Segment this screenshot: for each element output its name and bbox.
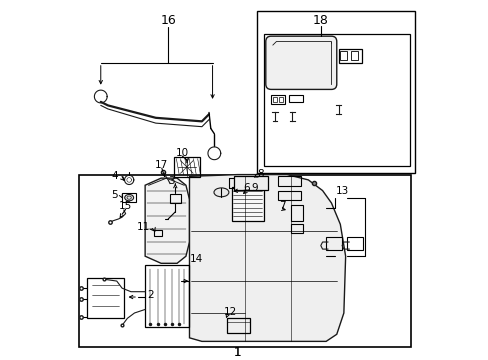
Text: 17: 17	[154, 159, 167, 170]
Bar	[226, 318, 249, 333]
Text: 12: 12	[223, 307, 237, 317]
FancyBboxPatch shape	[265, 36, 336, 89]
Text: 16: 16	[160, 14, 176, 27]
Bar	[288, 95, 303, 102]
Bar	[170, 194, 180, 203]
Bar	[154, 230, 162, 236]
Text: 9: 9	[251, 184, 258, 193]
Text: 7: 7	[279, 201, 285, 211]
Text: 11: 11	[137, 222, 150, 232]
Text: 8: 8	[257, 169, 263, 179]
Bar	[145, 265, 189, 327]
Bar	[272, 96, 277, 102]
Ellipse shape	[124, 194, 133, 201]
Ellipse shape	[214, 188, 228, 197]
Bar	[278, 190, 301, 201]
Bar	[290, 205, 303, 221]
Bar	[264, 35, 408, 166]
Text: 3: 3	[168, 176, 175, 186]
Polygon shape	[145, 178, 189, 263]
Text: 1: 1	[233, 346, 241, 359]
Bar	[278, 96, 283, 102]
Bar	[338, 49, 361, 63]
Text: 14: 14	[189, 254, 203, 264]
Text: 4: 4	[111, 171, 118, 181]
Bar	[350, 51, 357, 60]
Text: 5: 5	[111, 190, 118, 200]
Text: 18: 18	[312, 14, 328, 27]
Polygon shape	[189, 175, 345, 341]
Bar	[270, 95, 285, 104]
Bar	[232, 187, 264, 221]
Text: 10: 10	[176, 148, 188, 158]
Bar	[173, 157, 200, 177]
Text: 15: 15	[119, 201, 132, 211]
Bar	[290, 224, 303, 233]
Bar	[340, 51, 346, 60]
Bar	[233, 176, 267, 190]
Bar	[86, 278, 123, 318]
Bar	[122, 193, 136, 202]
Text: 2: 2	[147, 290, 153, 300]
Bar	[346, 237, 363, 250]
Bar	[256, 12, 414, 173]
Bar	[278, 176, 301, 186]
Text: 1: 1	[233, 346, 241, 359]
Bar	[325, 237, 342, 250]
Text: 6: 6	[243, 183, 250, 193]
Bar	[80, 175, 410, 347]
Text: 13: 13	[335, 185, 348, 195]
